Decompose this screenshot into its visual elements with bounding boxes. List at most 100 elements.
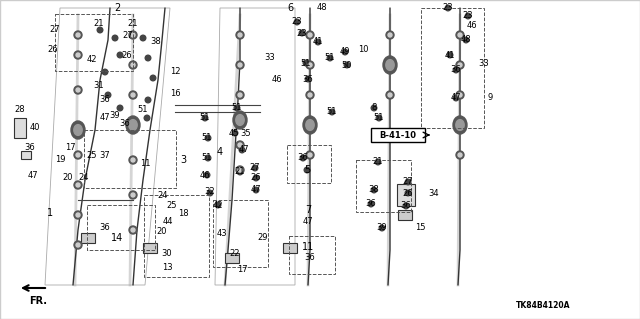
Bar <box>213 200 268 267</box>
FancyBboxPatch shape <box>21 151 31 159</box>
Circle shape <box>102 69 108 75</box>
Text: 42: 42 <box>87 56 97 64</box>
Circle shape <box>300 155 306 161</box>
Text: 44: 44 <box>163 218 173 226</box>
Text: 31: 31 <box>93 80 104 90</box>
Text: 47: 47 <box>451 93 461 102</box>
Text: 30: 30 <box>162 249 172 257</box>
Bar <box>84 130 176 188</box>
Bar <box>398 210 412 220</box>
Circle shape <box>215 202 221 208</box>
Text: 20: 20 <box>157 227 167 236</box>
Bar <box>287 145 331 183</box>
Text: 39: 39 <box>109 112 120 121</box>
Ellipse shape <box>303 116 317 134</box>
Text: 49: 49 <box>340 48 350 56</box>
Text: 17: 17 <box>65 144 76 152</box>
Circle shape <box>238 168 242 172</box>
Text: 39: 39 <box>377 224 387 233</box>
Circle shape <box>308 33 312 37</box>
Text: 32: 32 <box>205 188 215 197</box>
Circle shape <box>388 93 392 97</box>
Circle shape <box>129 226 137 234</box>
Circle shape <box>386 91 394 99</box>
Text: 5: 5 <box>304 165 310 175</box>
Text: 15: 15 <box>415 224 425 233</box>
Text: 45: 45 <box>228 129 239 137</box>
Bar <box>356 160 411 212</box>
Bar <box>87 205 155 250</box>
Text: 27: 27 <box>123 32 133 41</box>
Circle shape <box>238 118 242 122</box>
Circle shape <box>76 88 80 92</box>
Text: 2: 2 <box>114 3 120 13</box>
Text: 46: 46 <box>200 170 211 180</box>
Ellipse shape <box>383 56 397 74</box>
Circle shape <box>388 63 392 67</box>
Circle shape <box>74 86 82 94</box>
Circle shape <box>140 35 146 41</box>
Text: 51: 51 <box>202 133 212 143</box>
Circle shape <box>300 30 305 36</box>
Text: 23: 23 <box>292 18 302 26</box>
Text: 27: 27 <box>50 26 60 34</box>
Text: 42: 42 <box>212 201 223 210</box>
Text: 50: 50 <box>342 61 352 70</box>
Circle shape <box>253 175 259 181</box>
Circle shape <box>76 153 80 157</box>
Ellipse shape <box>456 120 464 130</box>
Text: 27: 27 <box>403 177 413 187</box>
Circle shape <box>74 181 82 189</box>
Circle shape <box>405 179 411 185</box>
Circle shape <box>129 156 137 164</box>
Text: 41: 41 <box>445 50 455 60</box>
Circle shape <box>329 109 335 115</box>
Circle shape <box>376 115 382 121</box>
Circle shape <box>465 13 471 19</box>
Text: 23: 23 <box>443 4 453 12</box>
Circle shape <box>117 52 123 58</box>
Text: 29: 29 <box>258 233 268 241</box>
Circle shape <box>144 115 150 121</box>
Circle shape <box>76 53 80 57</box>
FancyBboxPatch shape <box>397 184 415 206</box>
Text: 16: 16 <box>170 88 180 98</box>
Text: B-41-10: B-41-10 <box>380 130 417 139</box>
Circle shape <box>405 190 411 196</box>
Text: 36: 36 <box>24 144 35 152</box>
Circle shape <box>458 153 462 157</box>
Circle shape <box>456 31 464 39</box>
Circle shape <box>74 51 82 59</box>
Circle shape <box>315 39 321 45</box>
Circle shape <box>131 93 135 97</box>
Circle shape <box>76 183 80 187</box>
Circle shape <box>131 33 135 37</box>
Text: 14: 14 <box>111 233 123 243</box>
Text: 26: 26 <box>403 189 413 197</box>
Text: 51: 51 <box>138 106 148 115</box>
Circle shape <box>129 91 137 99</box>
Bar <box>421 8 484 128</box>
Text: 36: 36 <box>100 95 110 105</box>
Text: 43: 43 <box>217 228 227 238</box>
Text: 34: 34 <box>429 189 439 197</box>
Circle shape <box>74 31 82 39</box>
Circle shape <box>131 228 135 232</box>
Text: 51: 51 <box>327 108 337 116</box>
Circle shape <box>305 76 311 82</box>
Ellipse shape <box>71 121 85 139</box>
Circle shape <box>236 141 244 149</box>
Circle shape <box>205 135 211 141</box>
Circle shape <box>97 27 103 33</box>
Text: 47: 47 <box>28 172 38 181</box>
Text: 20: 20 <box>63 174 73 182</box>
Text: 48: 48 <box>317 4 327 12</box>
Text: 38: 38 <box>150 38 161 47</box>
Circle shape <box>386 61 394 69</box>
Circle shape <box>463 37 468 43</box>
Ellipse shape <box>386 60 394 70</box>
Circle shape <box>131 158 135 162</box>
Text: 36: 36 <box>451 65 461 75</box>
Ellipse shape <box>74 125 82 135</box>
Text: 38: 38 <box>369 186 380 195</box>
